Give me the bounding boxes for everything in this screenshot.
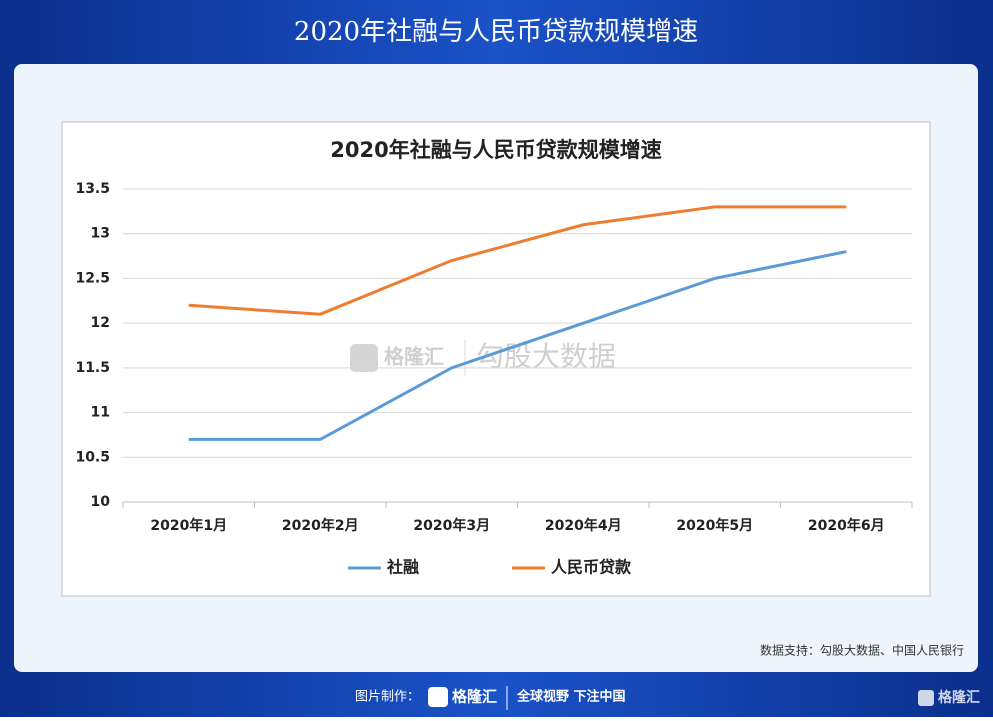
y-tick-label: 13: [91, 226, 110, 242]
legend-label: 人民币贷款: [551, 558, 632, 577]
chart-title: 2020年社融与人民币贷款规模增速: [330, 138, 661, 162]
corner-icon: [918, 690, 934, 706]
x-tick-label: 2020年6月: [808, 517, 885, 534]
x-tick-label: 2020年3月: [413, 517, 490, 534]
footer-slogan: 全球视野 下注中国: [516, 689, 626, 705]
series-line: [188, 250, 847, 441]
watermark-icon: [350, 344, 378, 372]
x-tick-label: 2020年1月: [150, 517, 227, 534]
y-tick-label: 10.5: [75, 449, 110, 465]
y-tick-label: 12.5: [75, 270, 110, 286]
series-line: [188, 205, 847, 316]
y-tick-label: 11: [91, 405, 110, 421]
plot: 10 10.5 11 11.5 12 12.5 13 13.5 2020年1月 2020年2月 20…: [75, 181, 913, 577]
x-tick-label: 2020年5月: [676, 517, 753, 534]
footer-logo: 格隆汇: [452, 688, 497, 706]
y-tick-label: 12: [91, 315, 110, 331]
source: 数据支持：勾股大数据、中国人民银行: [760, 643, 964, 658]
y-tick-label: 10: [91, 494, 111, 510]
y-tick-label: 11.5: [75, 360, 110, 376]
header-title: 2020年社融与人民币贷款规模增速: [294, 17, 698, 47]
corner-logo: 格隆汇: [938, 689, 980, 706]
watermark-logo: 格隆汇: [384, 345, 444, 369]
x-tick-label: 2020年4月: [545, 517, 622, 534]
chart-frame: [61, 121, 931, 597]
x-tick-label: 2020年2月: [282, 517, 359, 534]
footer-icon: [428, 687, 448, 707]
legend-label: 社融: [386, 558, 419, 577]
footer-made-by: 图片制作：: [355, 690, 420, 705]
y-tick-label: 13.5: [75, 181, 110, 197]
